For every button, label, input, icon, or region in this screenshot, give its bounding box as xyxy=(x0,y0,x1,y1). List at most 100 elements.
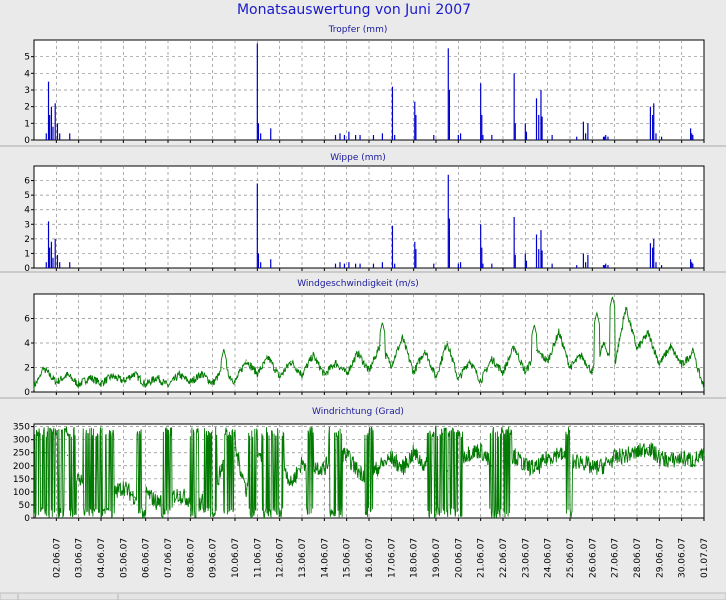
y-tick-label: 2 xyxy=(24,235,30,245)
data-point xyxy=(379,465,381,467)
y-tick-label: 2 xyxy=(24,103,30,113)
line-windgeschwindigkeit xyxy=(33,296,705,395)
x-tick-label: 19.06.07 xyxy=(432,538,442,578)
x-tick-label: 10.06.07 xyxy=(231,538,241,578)
data-point xyxy=(234,446,236,449)
panel-windgeschwindigkeit: Windgeschwindigkeit (m/s) 0 2 4 6 xyxy=(24,279,705,398)
x-tick-label: 28.06.07 xyxy=(633,538,643,578)
data-point xyxy=(122,486,124,488)
data-point xyxy=(111,493,113,496)
data-point xyxy=(346,373,348,375)
data-point xyxy=(569,462,571,464)
y-tick-label: 200 xyxy=(13,462,30,472)
data-point xyxy=(133,496,136,498)
data-point xyxy=(133,373,136,375)
x-tick-label: 29.06.07 xyxy=(655,538,665,578)
data-point xyxy=(368,475,370,477)
panel-title-windrichtung: Windrichtung (Grad) xyxy=(312,407,404,417)
y-tick-label: 250 xyxy=(13,449,30,459)
data-point xyxy=(602,465,605,467)
x-tick-label: 01.07.07 xyxy=(700,538,710,578)
y-tick-label: 0 xyxy=(24,388,30,398)
data-point xyxy=(424,349,426,351)
data-point xyxy=(301,374,303,376)
panel-title-tropfer: Tropfer (mm) xyxy=(328,25,388,35)
y-tick-label: 350 xyxy=(13,423,30,433)
data-point xyxy=(290,483,292,485)
x-tick-label: 18.06.07 xyxy=(410,538,420,578)
data-point xyxy=(390,457,392,459)
data-point xyxy=(279,376,281,378)
x-tick-label: 06.06.07 xyxy=(142,538,152,578)
status-bar xyxy=(0,592,726,600)
data-point xyxy=(502,459,504,462)
data-point xyxy=(66,374,69,376)
y-tick-label: 0 xyxy=(24,136,30,146)
x-tick-label: 22.06.07 xyxy=(499,538,509,578)
data-point xyxy=(145,384,147,386)
y-tick-label: 4 xyxy=(24,69,30,79)
x-tick-label: 17.06.07 xyxy=(387,538,397,578)
y-tick-label: 6 xyxy=(24,315,30,325)
x-tick-label: 21.06.07 xyxy=(477,538,487,578)
wind-direction-series xyxy=(33,425,705,519)
data-point xyxy=(446,341,448,343)
data-point xyxy=(625,306,627,309)
data-point xyxy=(78,384,80,386)
y-tick-label: 5 xyxy=(24,53,30,63)
data-point xyxy=(200,373,203,375)
data-point xyxy=(100,382,102,385)
y-tick-label: 0 xyxy=(24,514,30,524)
data-point xyxy=(703,387,705,389)
data-point xyxy=(323,467,325,469)
data-point xyxy=(692,459,694,462)
x-tick-label: 07.06.07 xyxy=(164,538,174,578)
data-point xyxy=(44,452,46,454)
data-point xyxy=(223,368,225,370)
x-tick-label: 14.06.07 xyxy=(320,538,330,578)
data-point xyxy=(401,467,404,469)
x-tick-label: 24.06.07 xyxy=(544,538,554,578)
bars-wippe xyxy=(45,174,705,271)
data-point xyxy=(178,493,180,496)
data-point xyxy=(413,452,415,454)
data-point xyxy=(602,343,605,345)
data-point xyxy=(491,358,493,360)
data-point xyxy=(614,364,616,366)
panel-tropfer: Tropfer (mm) 0 1 2 3 4 5 xyxy=(24,25,705,146)
data-point xyxy=(357,352,359,354)
data-point xyxy=(55,444,57,446)
x-tick-label: 16.06.07 xyxy=(365,538,375,578)
data-point xyxy=(468,452,471,454)
x-tick-label: 23.06.07 xyxy=(521,538,531,578)
x-tick-label: 02.06.07 xyxy=(52,538,62,578)
x-tick-label: 15.06.07 xyxy=(343,538,353,578)
y-ticks-wippe: 0 1 2 3 4 5 6 xyxy=(24,177,34,274)
data-point xyxy=(111,375,113,377)
data-point xyxy=(580,459,582,462)
data-point xyxy=(647,332,649,334)
data-point xyxy=(346,454,348,456)
data-point xyxy=(413,371,415,373)
x-tick-label: 20.06.07 xyxy=(454,538,464,578)
panel-title-windgeschwindigkeit: Windgeschwindigkeit (m/s) xyxy=(297,279,419,289)
data-point xyxy=(535,467,538,469)
data-point xyxy=(290,360,292,362)
data-point xyxy=(636,452,638,454)
data-point xyxy=(558,452,560,454)
data-point xyxy=(401,337,404,339)
data-point xyxy=(468,359,471,361)
data-point xyxy=(279,452,281,454)
data-point xyxy=(435,376,437,378)
y-ticks-windgeschwindigkeit: 0 2 4 6 xyxy=(24,315,34,398)
data-point xyxy=(569,366,571,369)
data-point xyxy=(234,381,236,383)
data-point xyxy=(524,465,526,467)
x-tick-label: 26.06.07 xyxy=(588,538,598,578)
data-point xyxy=(669,459,672,462)
data-point xyxy=(178,374,180,376)
data-point xyxy=(122,380,124,382)
y-ticks-tropfer: 0 1 2 3 4 5 xyxy=(24,53,34,146)
data-point xyxy=(480,380,482,382)
